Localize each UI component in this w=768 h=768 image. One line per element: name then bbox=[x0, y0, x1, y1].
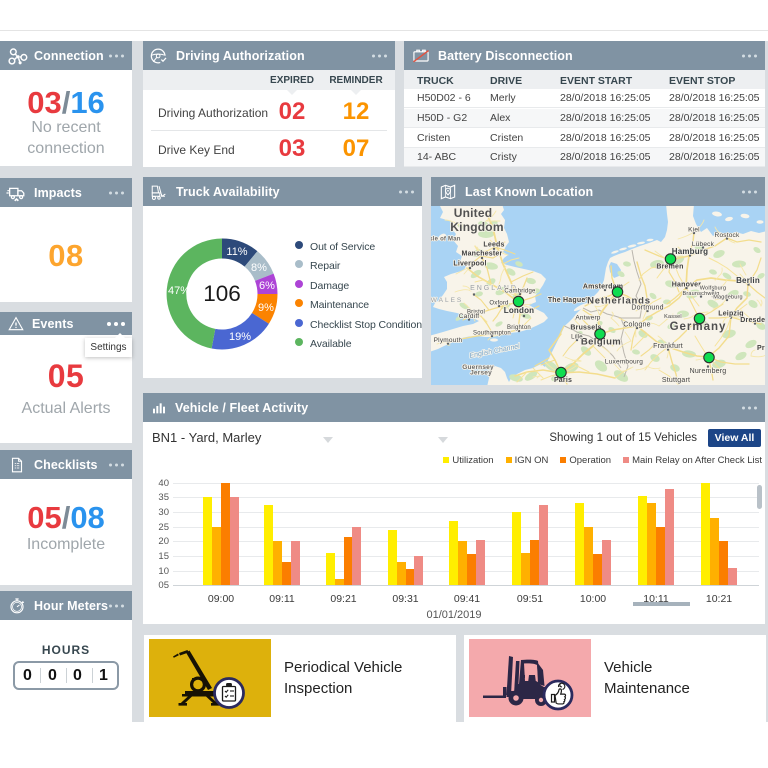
svg-text:Germany: Germany bbox=[670, 321, 727, 333]
svg-text:Guernsey: Guernsey bbox=[462, 364, 494, 371]
svg-text:8%: 8% bbox=[251, 262, 267, 274]
svg-text:·Magdeburg: ·Magdeburg bbox=[711, 295, 743, 301]
svg-text:Bremen: Bremen bbox=[656, 264, 683, 271]
svg-text:United: United bbox=[454, 206, 493, 220]
svg-text:Leeds: Leeds bbox=[483, 242, 504, 249]
svg-text:Oxford: Oxford bbox=[489, 301, 508, 307]
svg-text:Bristol: Bristol bbox=[467, 310, 485, 316]
svg-text:11%: 11% bbox=[226, 246, 247, 258]
svg-text:Leipzig: Leipzig bbox=[718, 311, 744, 318]
svg-text:Berlin: Berlin bbox=[736, 276, 760, 285]
svg-text:6%: 6% bbox=[259, 280, 275, 292]
svg-text:Cardiff: Cardiff bbox=[459, 313, 479, 320]
svg-text:Plymouth: Plymouth bbox=[434, 337, 463, 344]
svg-text:Dresden: Dresden bbox=[740, 317, 765, 324]
svg-text:Amsterdam: Amsterdam bbox=[583, 284, 623, 291]
svg-text:Nuremberg: Nuremberg bbox=[690, 368, 727, 375]
svg-text:London: London bbox=[504, 306, 535, 315]
svg-text:Rostock: Rostock bbox=[715, 232, 740, 239]
svg-text:Lille: Lille bbox=[571, 335, 583, 341]
svg-text:Kiel: Kiel bbox=[688, 227, 700, 234]
svg-text:Liverpool: Liverpool bbox=[453, 261, 486, 268]
svg-text:Cologne: Cologne bbox=[623, 322, 650, 329]
svg-text:The Hagueº: The Hagueº bbox=[548, 297, 589, 304]
svg-text:47%: 47% bbox=[168, 285, 190, 297]
svg-text:Frankfurt: Frankfurt bbox=[653, 343, 683, 350]
svg-text:Hamburg: Hamburg bbox=[672, 247, 709, 256]
svg-text:Jersey: Jersey bbox=[470, 370, 492, 377]
svg-text:Kassel: Kassel bbox=[664, 314, 682, 320]
svg-text:Lübeck: Lübeck bbox=[692, 241, 715, 248]
svg-text:Belgium: Belgium bbox=[581, 337, 621, 348]
svg-text:Cambridge: Cambridge bbox=[504, 289, 536, 295]
svg-text:ENGLAND: ENGLAND bbox=[470, 285, 518, 292]
svg-text:Netherlands: Netherlands bbox=[587, 296, 651, 307]
svg-text:106: 106 bbox=[203, 281, 241, 306]
svg-text:19%: 19% bbox=[229, 331, 251, 343]
svg-text:Kingdom: Kingdom bbox=[450, 220, 503, 234]
svg-text:Luxembourg: Luxembourg bbox=[605, 359, 643, 366]
svg-text:Manchester: Manchester bbox=[462, 251, 503, 258]
svg-text:Isle of Man: Isle of Man bbox=[431, 237, 461, 243]
svg-text:Brighton: Brighton bbox=[507, 325, 531, 331]
svg-text:WALES: WALES bbox=[431, 297, 463, 304]
svg-text:Dortmund: Dortmund bbox=[631, 305, 663, 312]
svg-text:Antwerp: Antwerp bbox=[575, 315, 600, 322]
svg-text:Paris: Paris bbox=[554, 377, 572, 384]
svg-text:9%: 9% bbox=[258, 302, 274, 314]
svg-text:Braunschweig: Braunschweig bbox=[683, 291, 720, 297]
svg-text:Southampton: Southampton bbox=[473, 331, 511, 337]
svg-text:Pra: Pra bbox=[757, 345, 765, 352]
svg-text:Brussels: Brussels bbox=[570, 325, 601, 332]
svg-text:Stuttgart: Stuttgart bbox=[662, 377, 690, 384]
svg-text:Wolfsburg: Wolfsburg bbox=[700, 286, 726, 292]
svg-text:Hanover: Hanover bbox=[672, 282, 701, 289]
